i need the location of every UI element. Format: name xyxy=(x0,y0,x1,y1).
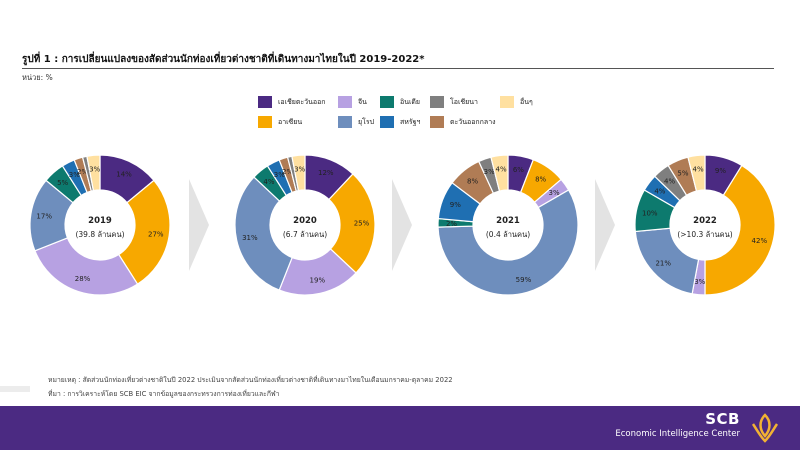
legend-item: จีน xyxy=(338,96,367,108)
chevron-arrow-icon xyxy=(595,179,615,271)
legend-label: ยุโรป xyxy=(358,117,375,126)
footer-bar: SCB Economic Intelligence Center xyxy=(0,406,800,450)
slice-data-label: 19% xyxy=(310,277,326,285)
legend-swatch xyxy=(338,116,352,128)
slice-data-label: 9% xyxy=(715,167,726,175)
donut-center-total: (0.4 ล้านคน) xyxy=(486,230,530,239)
legend-item: ตะวันออกกลาง xyxy=(430,116,496,128)
slice-data-label: 3% xyxy=(274,171,285,179)
brand-block: SCB Economic Intelligence Center xyxy=(615,411,740,440)
slice-data-label: 10% xyxy=(642,209,658,217)
donut-center-total: (39.8 ล้านคน) xyxy=(75,230,124,239)
donut-slice xyxy=(34,237,139,296)
slice-data-label: 4% xyxy=(693,165,704,173)
slice-data-label: 21% xyxy=(655,260,671,268)
slice-data-label: 4% xyxy=(654,187,665,195)
legend-label: อาเซียน xyxy=(278,117,303,126)
slice-data-label: 8% xyxy=(467,177,478,185)
slice-data-label: 3% xyxy=(484,168,495,176)
slice-data-label: 4% xyxy=(496,165,507,173)
slice-data-label: 59% xyxy=(516,276,532,284)
legend-item: โอเชียนา xyxy=(430,96,478,108)
legend-label: โอเชียนา xyxy=(450,97,478,106)
chevron-arrow-icon xyxy=(392,179,412,271)
legend-swatch xyxy=(258,96,272,108)
legend-label: จีน xyxy=(358,97,367,106)
donut-slice xyxy=(437,189,579,296)
slice-data-label: 5% xyxy=(57,179,68,187)
slice-data-label: 9% xyxy=(450,201,461,209)
donut-slice xyxy=(687,154,706,192)
donut-center-year: 2019 xyxy=(88,216,112,226)
donut-center-total: (6.7 ล้านคน) xyxy=(283,230,327,239)
legend-item: สหรัฐฯ xyxy=(380,116,420,128)
legend-item: อาเซียน xyxy=(258,116,302,128)
legend-label: ตะวันออกกลาง xyxy=(450,117,496,126)
brand-subtitle: Economic Intelligence Center xyxy=(615,429,740,439)
unit-label: หน่วย: % xyxy=(22,73,53,82)
donut-charts: 14%27%28%17%5%3%2% 3%2019(39.8 ล้านคน)12%… xyxy=(29,154,776,296)
slice-data-label: 2% xyxy=(282,168,293,176)
figure-title: รูปที่ 1 : การเปลี่ยนแปลงของสัดส่วนนักท่… xyxy=(22,54,425,65)
legend-label: อื่นๆ xyxy=(520,97,533,106)
legend-swatch xyxy=(500,96,514,108)
donut-slice xyxy=(86,154,101,192)
slice-data-label: 27% xyxy=(148,230,164,238)
legend-swatch xyxy=(380,116,394,128)
legend-item: อินเดีย xyxy=(380,96,420,108)
legend-swatch xyxy=(338,96,352,108)
scb-logo-icon xyxy=(751,413,779,443)
slice-data-label: 28% xyxy=(75,275,91,283)
slice-data-label: 17% xyxy=(36,213,52,221)
legend-swatch xyxy=(380,96,394,108)
legend-item: เอเชียตะวันออก xyxy=(258,96,326,108)
slice-data-label: 3% xyxy=(69,171,80,179)
slice-data-label: 4% xyxy=(263,178,274,186)
slice-data-label: 6% xyxy=(513,166,524,174)
donut-slice xyxy=(704,164,776,296)
donut-slice xyxy=(234,176,293,291)
legend-label: อินเดีย xyxy=(400,97,421,106)
donut-center-year: 2021 xyxy=(496,216,520,226)
slice-data-label: 14% xyxy=(116,170,132,178)
left-edge-tab xyxy=(0,386,30,392)
slice-data-label: 42% xyxy=(752,237,768,245)
legend-swatch xyxy=(258,116,272,128)
slice-data-label: 25% xyxy=(354,220,370,228)
slice-data-label: 3% xyxy=(549,189,560,197)
title-divider xyxy=(22,68,774,69)
donut-center-year: 2020 xyxy=(293,216,317,226)
slice-data-label: 31% xyxy=(242,234,258,242)
donut-slice xyxy=(490,154,509,192)
slice-data-label: 3% xyxy=(294,165,305,173)
legend-label: สหรัฐฯ xyxy=(400,117,421,126)
legend-item: อื่นๆ xyxy=(500,96,533,108)
slice-data-label: 8% xyxy=(535,175,546,183)
donut-center-year: 2022 xyxy=(693,216,717,226)
source-note: ที่มา : การวิเคราะห์โดย SCB EIC จากข้อมู… xyxy=(48,390,280,398)
legend-item: ยุโรป xyxy=(338,116,374,128)
donut-slice xyxy=(117,179,171,285)
donut-slice xyxy=(291,154,306,192)
slice-data-label: 2% xyxy=(446,220,457,228)
slice-data-label: 3% xyxy=(89,165,100,173)
remark-note: หมายเหตุ : สัดส่วนนักท่องเที่ยวต่างชาติใ… xyxy=(48,376,453,384)
legend-swatch xyxy=(430,96,444,108)
slice-data-label: 2% xyxy=(77,168,88,176)
legend-swatch xyxy=(430,116,444,128)
slice-data-label: 5% xyxy=(677,169,688,177)
slice-data-label: 3% xyxy=(694,278,705,286)
brand-name: SCB xyxy=(705,410,740,428)
slice-data-label: 4% xyxy=(664,177,675,185)
slice-data-label: 12% xyxy=(318,169,334,177)
donut-center-total: (>10.3 ล้านคน) xyxy=(677,230,732,239)
legend-label: เอเชียตะวันออก xyxy=(278,97,326,106)
chevron-arrow-icon xyxy=(189,179,209,271)
